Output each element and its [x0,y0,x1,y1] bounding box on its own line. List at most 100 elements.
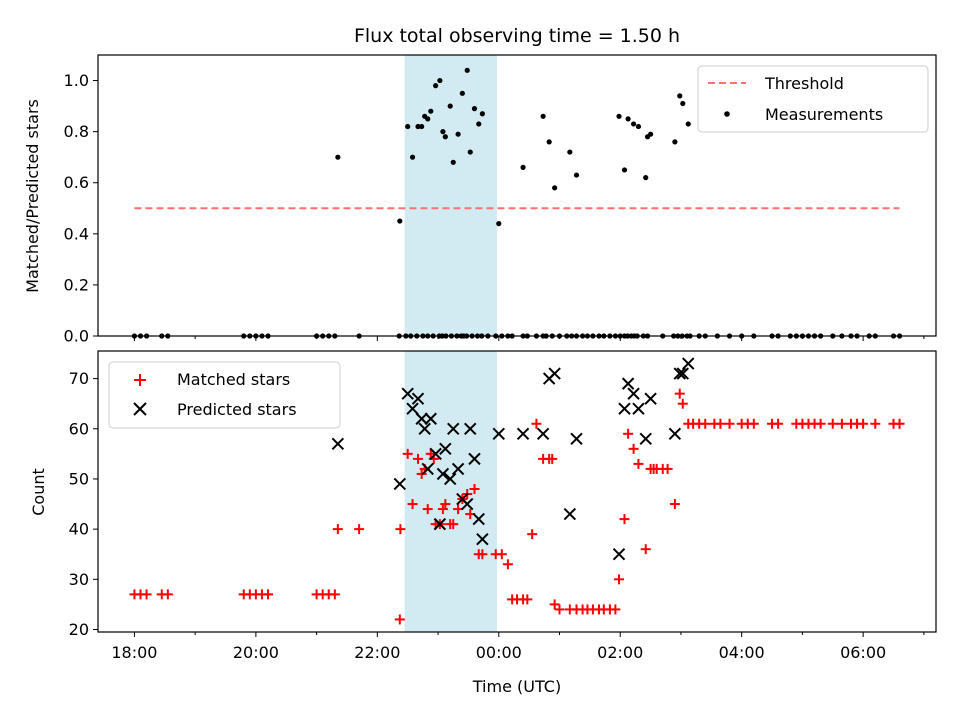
matched-star-marker [141,589,152,600]
measurement-point [496,221,502,227]
predicted-star-marker [673,367,686,380]
y-tick-label: 60 [69,419,89,438]
y-tick-label: 50 [69,469,89,488]
measurement-point [405,123,411,130]
y-tick-label: 0.0 [64,327,89,346]
matched-star-marker [437,504,448,515]
predicted-star-marker [401,387,414,400]
matched-star-marker [628,443,639,454]
matched-star-marker [162,589,173,600]
matched-star-marker [354,524,365,535]
predicted-star-marker [639,432,652,446]
predicted-star-marker [439,442,452,456]
measurement-point [450,159,456,165]
predicted-star-marker [618,402,631,415]
y-tick-label: 0.2 [64,275,89,294]
x-tick-label: 00:00 [476,643,522,662]
predicted-star-marker [476,532,489,546]
matched-star-marker [477,549,488,560]
legend-threshold-label: Threshold [764,74,844,93]
measurement-point [335,154,341,160]
predicted-star-marker [415,412,428,425]
predicted-star-marker [621,377,635,390]
predicted-star-marker [433,517,447,531]
bottom-axes-frame [97,350,937,633]
x-tick-label: 18:00 [111,643,157,662]
predicted-star-marker [418,422,431,435]
measurement-point [630,121,637,127]
matched-star-marker [662,463,673,474]
matched-star-marker [407,499,418,510]
predicted-star-marker [424,412,437,425]
matched-star-marker [619,514,630,525]
measurement-point [447,103,453,109]
matched-star-marker [394,614,405,625]
matched-star-marker [669,499,680,510]
predicted-star-marker [570,432,583,446]
y-tick-label: 20 [69,620,89,639]
matched-star-marker [547,453,558,464]
measurement-point [419,123,425,130]
y-tick-label: 0.6 [64,173,89,192]
measurement-point [616,113,622,119]
measurement-point [442,134,448,140]
predicted-star-marker [612,548,626,561]
measurement-point [409,154,416,160]
matched-star-marker [395,524,406,535]
predicted-star-marker [627,387,640,400]
matched-star-marker [748,418,759,429]
bottom-legend: Matched stars Predicted stars [108,361,341,429]
bottom-highlight-span [404,351,497,632]
matched-star-marker [440,499,451,510]
matched-star-marker [674,388,685,399]
matched-star-marker [858,418,869,429]
measurement-point [647,131,654,137]
matched-star-marker [332,524,343,535]
matched-star-marker [448,519,459,530]
measurement-point [455,131,461,137]
x-tick-label: 04:00 [719,643,765,662]
legend-matched-label: Matched stars [177,370,290,389]
measurement-point [552,185,558,191]
x-tick-label: 22:00 [354,643,400,662]
predicted-star-marker [443,472,457,486]
predicted-star-marker [682,357,695,370]
measurement-point [440,129,446,135]
legend-measurements-label: Measurements [765,105,883,124]
matched-star-marker [425,448,436,459]
predicted-star-marker [393,477,407,491]
measurement-point [680,100,686,107]
legend-matched-swatch [134,374,146,386]
predicted-star-marker [563,507,577,521]
matched-star-marker [700,418,711,429]
x-axis-label: Time (UTC) [472,677,561,696]
top-y-axis-label: Matched/Predicted stars [23,99,42,293]
y-tick-label: 40 [69,520,89,539]
matched-star-marker [715,418,726,429]
y-tick-label: 0.8 [64,122,89,141]
predicted-star-marker [460,497,474,511]
predicted-star-marker [536,427,550,441]
predicted-star-marker [406,402,419,415]
x-tick-label: 06:00 [840,643,886,662]
matched-star-marker [522,594,533,605]
measurement-point [540,113,546,119]
predicted-star-marker [421,462,434,476]
matched-star-marker [413,453,424,464]
measurement-point [685,121,691,127]
matched-star-marker [554,604,565,615]
matched-star-marker [610,604,621,615]
predicted-star-marker [331,437,345,451]
top-panel: 0.0 0.2 0.4 0.6 0.8 1.0 Flux total observing … [23,25,937,346]
measurement-point [415,123,421,130]
matched-star-marker [870,418,881,429]
matched-star-marker [677,398,688,409]
matched-star-marker [496,549,507,560]
measurement-point [479,111,485,117]
measurement-point [437,77,443,84]
measurement-point [621,167,628,173]
measurement-point [428,108,434,114]
measurement-point [471,106,478,112]
predicted-star-marker [492,427,505,441]
legend-predicted-swatch [133,402,147,416]
